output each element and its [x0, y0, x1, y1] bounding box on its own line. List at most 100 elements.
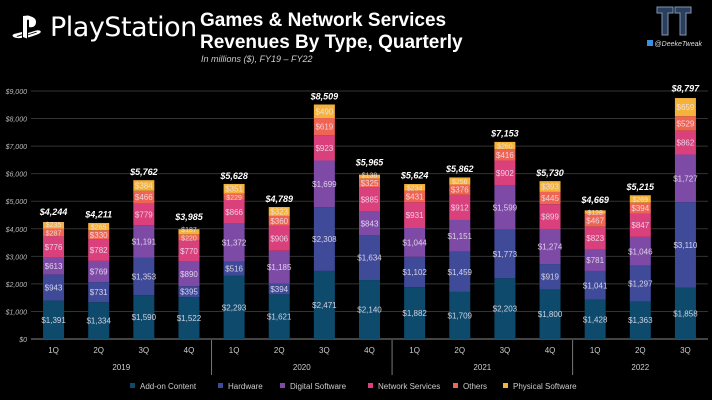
- data-label: $260: [497, 143, 513, 150]
- x-tick-label: 3Q: [138, 346, 149, 355]
- bar-segment: [43, 222, 65, 229]
- bar-segment: [133, 257, 155, 296]
- data-label: $395: [180, 288, 198, 297]
- data-label: $431: [406, 192, 424, 201]
- chart-title: Games & Network Services Revenues By Typ…: [200, 10, 463, 54]
- x-tick-label: 4Q: [364, 346, 375, 355]
- year-label: 2022: [631, 363, 649, 372]
- bar-segment: [88, 260, 110, 283]
- bar-segment: [539, 181, 561, 192]
- year-label: 2021: [473, 363, 491, 372]
- data-label: $376: [451, 186, 469, 195]
- bar-segment: [43, 228, 65, 237]
- data-label: $1,800: [538, 310, 563, 319]
- bar-segment: [133, 225, 155, 258]
- data-label: $782: [90, 246, 108, 255]
- x-tick-label: 3Q: [319, 346, 330, 355]
- bar-segment: [223, 199, 245, 224]
- title-line-2: Revenues By Type, Quarterly: [200, 32, 463, 53]
- data-label: $1,522: [177, 314, 202, 323]
- bar-segment: [674, 154, 696, 203]
- data-label: $1,428: [583, 315, 608, 324]
- bar-segment: [88, 230, 110, 240]
- data-label: $1,044: [402, 238, 427, 247]
- legend-label: Digital Software: [290, 382, 347, 391]
- bar-segment: [494, 185, 516, 230]
- x-tick-label: 2Q: [274, 346, 285, 355]
- total-label: $8,797: [671, 84, 701, 94]
- playstation-logo: PlayStation: [12, 12, 197, 43]
- data-label: $1,634: [357, 254, 382, 263]
- x-tick-label: 1Q: [409, 346, 420, 355]
- bar-segment: [178, 286, 200, 298]
- data-label: $823: [586, 234, 604, 243]
- x-tick-label: 3Q: [680, 346, 691, 355]
- x-tick-label: 1Q: [590, 346, 601, 355]
- bar-segment: [268, 294, 290, 339]
- twitter-handle: @DeekeTweak: [654, 41, 702, 48]
- bar-segment: [449, 184, 471, 195]
- y-tick-label: $6,000: [5, 172, 28, 179]
- legend-label: Physical Software: [513, 382, 577, 391]
- bar-segment: [268, 215, 290, 226]
- y-tick-label: $0: [18, 337, 27, 344]
- bar-segment: [359, 187, 380, 212]
- total-label: $5,730: [535, 168, 564, 178]
- bar-segment: [404, 202, 426, 229]
- data-label: $229: [226, 195, 242, 202]
- bar-segment: [629, 236, 651, 266]
- bar-segment: [88, 302, 110, 339]
- bar-segment: [584, 213, 606, 227]
- bar-segment: [629, 213, 651, 237]
- bar-segment: [584, 270, 606, 300]
- data-label: $1,858: [673, 309, 698, 318]
- x-tick-label: 2Q: [454, 346, 465, 355]
- data-label: $187: [181, 227, 197, 234]
- bar-segment: [313, 207, 335, 271]
- bar-segment: [449, 194, 471, 220]
- data-label: $490: [315, 107, 333, 116]
- data-label: $770: [180, 247, 198, 256]
- tt-logo-icon: [656, 6, 692, 36]
- bar-segment: [494, 149, 516, 161]
- data-label: $466: [135, 193, 153, 202]
- total-label: $4,669: [580, 195, 609, 205]
- data-label: $781: [586, 256, 604, 265]
- logo-text: PlayStation: [50, 12, 197, 43]
- data-label: $779: [135, 210, 153, 219]
- data-label: $912: [451, 203, 469, 212]
- bar-segment: [359, 178, 380, 188]
- data-label: $843: [361, 219, 379, 228]
- legend-swatch: [503, 383, 508, 388]
- x-tick-label: 1Q: [229, 346, 240, 355]
- data-label: $1,590: [132, 313, 157, 322]
- data-label: $1,709: [448, 311, 473, 320]
- bar-segment: [674, 287, 696, 339]
- data-label: $1,151: [448, 232, 473, 241]
- data-label: $394: [270, 285, 288, 294]
- bar-segment: [629, 265, 651, 302]
- data-label: $769: [90, 268, 108, 277]
- legend-label: Others: [463, 382, 487, 391]
- data-label: $529: [677, 119, 695, 128]
- legend-swatch: [218, 383, 223, 388]
- data-label: $923: [315, 144, 333, 153]
- bar-segment: [268, 225, 290, 251]
- bar-segment: [313, 160, 335, 208]
- data-label: $1,621: [267, 313, 292, 322]
- bar-segment: [404, 228, 426, 257]
- bar-segment: [449, 219, 471, 252]
- bar-segment: [359, 174, 380, 179]
- data-label: $467: [586, 216, 604, 225]
- bar-segment: [359, 280, 380, 339]
- chart-subtitle: In millions ($), FY19 – FY22: [201, 54, 313, 64]
- bar-segment: [43, 274, 65, 301]
- x-tick-label: 2Q: [93, 346, 104, 355]
- data-label: $890: [180, 270, 198, 279]
- data-label: $1,102: [402, 268, 427, 277]
- bar-segment: [539, 191, 561, 205]
- bar-segment: [404, 190, 426, 203]
- data-label: $269: [633, 197, 649, 204]
- bar-segment: [43, 236, 65, 258]
- data-label: $866: [225, 208, 243, 217]
